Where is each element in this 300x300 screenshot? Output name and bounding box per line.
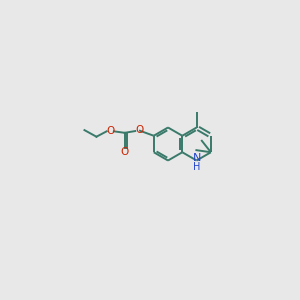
Text: H: H (193, 162, 200, 172)
Text: N: N (192, 153, 201, 163)
Text: O: O (121, 147, 129, 157)
Text: O: O (135, 125, 143, 135)
Text: O: O (106, 126, 114, 136)
